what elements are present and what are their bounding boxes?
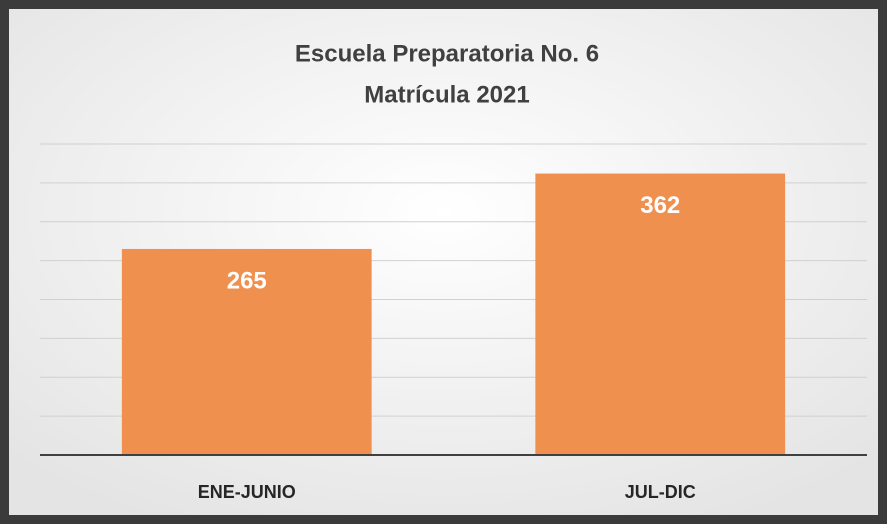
chart-title: Matrícula 2021 [364,81,529,108]
data-label: 362 [640,192,680,219]
x-tick-label: JUL-DIC [625,482,696,502]
chart-title: Escuela Preparatoria No. 6 [295,40,599,67]
bar [535,173,786,456]
bar [121,248,372,455]
x-tick-label: ENE-JUNIO [198,482,296,502]
data-label: 265 [227,267,267,294]
